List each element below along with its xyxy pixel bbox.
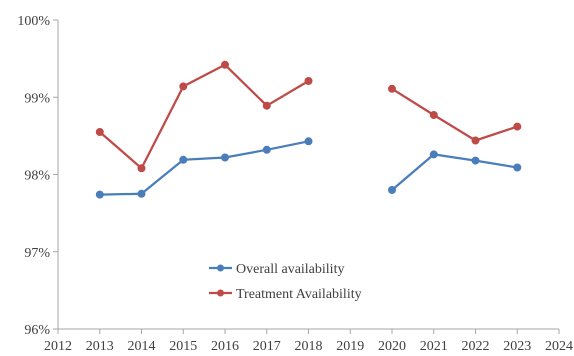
series-line (99, 140, 309, 196)
data-point (137, 164, 146, 173)
data-point (137, 189, 146, 198)
data-point (221, 153, 229, 162)
data-point (429, 111, 438, 119)
data-point (513, 163, 522, 172)
data-point (262, 145, 271, 154)
legend-label: Treatment Availability (236, 287, 362, 302)
y-tick-label: 100% (17, 14, 50, 29)
data-point (471, 156, 480, 165)
data-point (179, 155, 188, 164)
x-tick-label: 2019 (336, 339, 364, 354)
legend-label: Overall availability (236, 262, 344, 277)
data-point (388, 84, 396, 93)
x-tick-label: 2015 (169, 339, 197, 354)
data-point (262, 101, 271, 110)
series-2 (95, 60, 522, 173)
y-tick-label: 99% (24, 91, 50, 106)
y-tick-label: 97% (24, 246, 50, 261)
legend: Overall availability Treatment Availabili… (209, 262, 362, 302)
series-layer (95, 60, 522, 199)
series-line (391, 87, 518, 142)
x-tick-label: 2014 (128, 339, 156, 354)
legend-entry: Treatment Availability (209, 287, 362, 302)
y-tick-label: 98% (24, 169, 50, 184)
x-tick-label: 2020 (378, 339, 406, 354)
data-point (471, 136, 480, 145)
legend-marker (217, 289, 224, 297)
x-tick-label: 2024 (545, 339, 573, 354)
data-point (95, 128, 104, 136)
x-tick-label: 2012 (44, 339, 72, 354)
x-tick-label: 2022 (462, 339, 490, 354)
y-tick-label: 96% (24, 323, 50, 338)
data-point (179, 82, 188, 91)
x-tick-label: 2021 (420, 339, 448, 354)
data-point (429, 150, 438, 159)
data-point (304, 137, 313, 146)
axes: 96% 97% 98% 99% 100% 2012 2013 2014 2015 2016 2017… (17, 14, 573, 354)
data-point (388, 186, 396, 194)
data-point (304, 77, 313, 85)
data-point (95, 190, 104, 199)
data-point (513, 122, 522, 131)
legend-marker (217, 264, 224, 272)
legend-entry: Overall availability (209, 262, 344, 277)
series-line (391, 153, 518, 191)
data-point (221, 60, 229, 69)
series-1 (95, 137, 522, 199)
x-tick-label: 2016 (211, 339, 239, 354)
x-tick-label: 2018 (295, 339, 323, 354)
x-tick-label: 2013 (86, 339, 114, 354)
x-tick-label: 2017 (253, 339, 281, 354)
series-line (99, 63, 310, 170)
x-tick-label: 2023 (503, 339, 531, 354)
